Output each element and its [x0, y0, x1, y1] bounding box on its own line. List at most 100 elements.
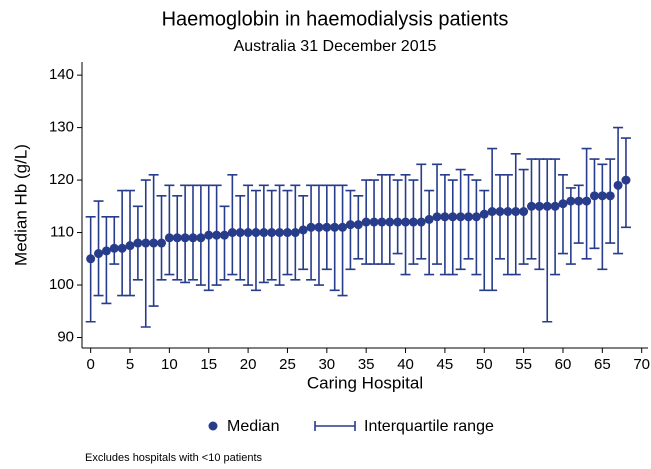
median-point	[369, 217, 379, 227]
error-bar	[439, 174, 450, 276]
x-tick-label: 40	[397, 356, 414, 373]
median-point	[251, 228, 261, 238]
y-tick-label: 120	[49, 171, 74, 188]
median-point	[448, 212, 458, 222]
x-tick-label: 0	[86, 356, 94, 373]
x-tick-label: 10	[161, 356, 178, 373]
x-tick-label: 45	[437, 356, 454, 373]
median-point	[157, 238, 167, 248]
median-point	[188, 233, 198, 243]
error-bar	[518, 168, 529, 265]
median-point	[235, 228, 245, 238]
error-bar	[156, 195, 167, 281]
y-tick-label: 100	[49, 276, 74, 293]
x-tick-label: 70	[633, 356, 650, 373]
legend-marker	[314, 421, 356, 431]
median-point	[511, 207, 521, 217]
error-bar	[101, 216, 112, 305]
median-point	[125, 241, 135, 251]
median-point	[219, 230, 229, 240]
median-point	[558, 199, 568, 209]
median-point	[86, 254, 96, 264]
error-bar	[605, 158, 616, 244]
error-bar	[250, 189, 261, 292]
error-bar	[550, 158, 561, 276]
x-tick-label: 50	[476, 356, 493, 373]
error-bar	[589, 158, 600, 250]
median-point	[243, 228, 253, 238]
median-point	[227, 228, 237, 238]
median-point	[306, 222, 316, 232]
footnote: Excludes hospitals with <10 patients	[85, 452, 263, 464]
x-tick-label: 35	[358, 356, 375, 373]
error-bar	[109, 216, 120, 265]
error-bar	[140, 179, 151, 328]
median-point	[180, 233, 190, 243]
median-point	[519, 207, 529, 217]
median-point	[353, 220, 363, 230]
median-point	[566, 196, 576, 206]
median-point	[133, 238, 143, 248]
median-point	[94, 249, 104, 259]
median-point	[542, 201, 552, 211]
median-point	[172, 233, 182, 243]
chart-subtitle: Australia 31 December 2015	[234, 38, 437, 55]
median-point	[401, 217, 411, 227]
error-bar	[447, 179, 458, 276]
legend-marker	[208, 421, 218, 431]
median-point	[495, 207, 505, 217]
median-point	[613, 180, 623, 190]
median-point	[109, 243, 119, 253]
error-bar	[392, 179, 403, 255]
median-point	[464, 212, 474, 222]
median-point	[574, 196, 584, 206]
median-point	[408, 217, 418, 227]
error-bar	[495, 174, 506, 260]
error-bar	[227, 174, 238, 276]
median-point	[275, 228, 285, 238]
median-point	[330, 222, 340, 232]
x-tick-label: 55	[515, 356, 532, 373]
x-axis-title: Caring Hospital	[307, 373, 423, 392]
median-point	[471, 212, 481, 222]
median-point	[282, 228, 292, 238]
median-point	[424, 214, 434, 224]
legend-label: Interquartile range	[364, 418, 494, 435]
median-point	[550, 201, 560, 211]
y-axis-title: Median Hb (g/L)	[11, 144, 30, 266]
median-point	[534, 201, 544, 211]
median-point	[101, 246, 111, 256]
median-point	[290, 228, 300, 238]
error-bar	[85, 216, 96, 323]
median-point	[440, 212, 450, 222]
error-bar	[557, 174, 568, 255]
median-point	[621, 175, 631, 185]
median-point	[393, 217, 403, 227]
chart-title: Haemoglobin in haemodialysis patients	[162, 8, 509, 30]
median-point	[322, 222, 332, 232]
error-bar	[329, 184, 340, 292]
median-point	[385, 217, 395, 227]
error-bar	[219, 205, 230, 281]
error-bar	[235, 195, 246, 281]
x-tick-label: 20	[240, 356, 257, 373]
error-bar	[117, 189, 128, 297]
legend-label: Median	[227, 418, 279, 435]
median-point	[204, 230, 214, 240]
median-point	[141, 238, 151, 248]
median-point	[582, 196, 592, 206]
error-bar	[471, 179, 482, 276]
y-tick-label: 130	[49, 119, 74, 136]
median-point	[526, 201, 536, 211]
y-tick-label: 110	[50, 224, 74, 241]
median-point	[377, 217, 387, 227]
median-point	[338, 222, 348, 232]
median-point	[597, 191, 607, 201]
median-point	[432, 212, 442, 222]
x-tick-label: 30	[318, 356, 335, 373]
median-point	[345, 220, 355, 230]
median-point	[416, 217, 426, 227]
y-tick-label: 140	[49, 66, 74, 83]
error-bar	[424, 189, 435, 276]
